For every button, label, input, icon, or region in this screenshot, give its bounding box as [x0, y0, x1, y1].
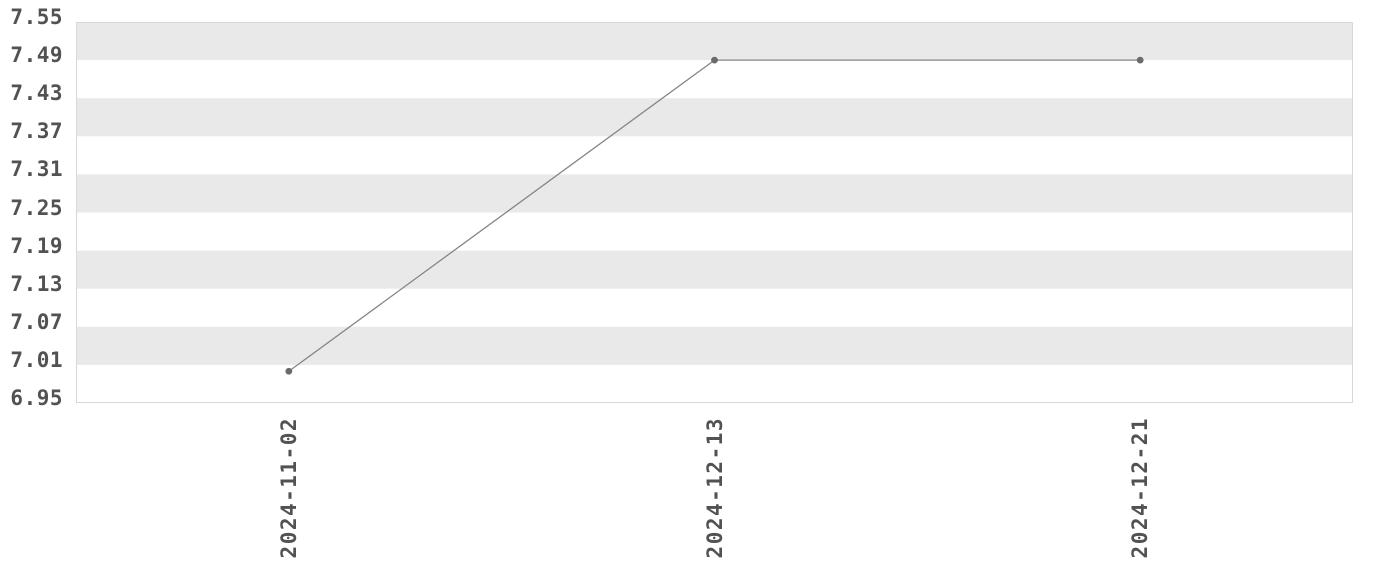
- grid-band: [76, 326, 1353, 365]
- x-tick-label: 2024-12-13: [702, 417, 727, 559]
- grid-band: [76, 250, 1353, 289]
- y-tick-label: 7.43: [10, 81, 63, 106]
- data-point-marker: [285, 367, 293, 375]
- grid-band: [76, 98, 1353, 137]
- y-tick-label: 6.95: [10, 386, 63, 410]
- data-point-marker: [711, 56, 718, 64]
- y-tick-label: 7.01: [10, 347, 63, 372]
- y-tick-label: 7.13: [10, 271, 63, 296]
- y-tick-label: 7.37: [10, 119, 63, 144]
- plot-border: [76, 22, 1353, 403]
- y-tick-label: 7.31: [10, 157, 63, 182]
- x-tick-label: 2024-12-21: [1128, 417, 1153, 559]
- y-tick-label: 7.19: [10, 233, 63, 258]
- y-tick-label: 7.55: [10, 5, 63, 29]
- grid-band: [76, 22, 1353, 61]
- y-tick-label: 7.07: [10, 309, 63, 334]
- grid-band: [76, 174, 1353, 213]
- x-tick-label: 2024-11-02: [276, 417, 301, 559]
- y-tick-label: 7.25: [10, 195, 63, 220]
- data-point-marker: [1136, 56, 1144, 64]
- y-tick-label: 7.49: [10, 43, 63, 68]
